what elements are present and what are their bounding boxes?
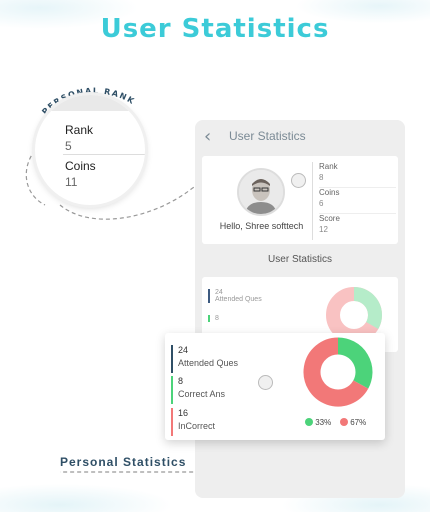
avatar	[237, 168, 285, 216]
back-arrow-icon[interactable]: ‹	[204, 126, 212, 147]
page-title: User Statistics	[100, 14, 330, 44]
profile-coins: Coins 6	[319, 188, 396, 214]
donut-chart	[303, 337, 373, 407]
phone-section-title: User Statistics	[268, 254, 332, 265]
magnifier-header	[35, 95, 145, 111]
profile-score-label: Score	[319, 214, 340, 223]
incorrect-label: InCorrect	[178, 421, 216, 431]
statistics-hotspot[interactable]	[258, 375, 273, 390]
statistics-card: 24 Attended Ques 8 Correct Ans 16 InCorr…	[165, 333, 385, 440]
magnifier-rank: Rank 5	[65, 123, 145, 153]
profile-stats: Rank 8 Coins 6 Score 12	[312, 162, 396, 240]
user-photo-icon	[239, 170, 283, 214]
correct-value: 8	[178, 376, 184, 386]
attended-label: Attended Ques	[178, 358, 239, 368]
profile-rank-value: 8	[319, 173, 324, 182]
correct-row: 8 Correct Ans	[171, 376, 261, 404]
profile-coins-value: 6	[319, 199, 324, 208]
greeting-text: Hello, Shree softtech	[219, 221, 304, 231]
attended-value: 24	[178, 345, 189, 355]
donut-slice-incorrect	[303, 337, 369, 407]
phone-header-title: User Statistics	[229, 129, 306, 143]
magnifier-divider	[63, 154, 145, 155]
profile-coins-label: Coins	[319, 188, 340, 197]
ghost-attended: 24 Attended Ques	[208, 289, 262, 303]
magnifier-coins: Coins 11	[65, 159, 145, 189]
magnifier-coins-label: Coins	[65, 159, 96, 173]
legend-correct: 33%	[305, 418, 331, 427]
personal-statistics-label: Personal Statistics	[60, 455, 187, 469]
profile-score-value: 12	[319, 225, 328, 234]
personal-rank-magnifier: Rank 5 Coins 11	[35, 95, 145, 205]
profile-rank-label: Rank	[319, 162, 338, 171]
attended-row: 24 Attended Ques	[171, 345, 261, 373]
ghost-correct: 8	[208, 315, 219, 322]
magnifier-rank-value: 5	[65, 139, 72, 153]
profile-card: Hello, Shree softtech Rank 8 Coins 6 Sco…	[202, 156, 398, 244]
legend-incorrect-dot	[340, 418, 348, 426]
correct-label: Correct Ans	[178, 389, 226, 399]
ghost-attended-label: Attended Ques	[215, 296, 262, 303]
donut-slice-correct	[337, 337, 373, 389]
ghost-correct-value: 8	[215, 315, 219, 322]
legend-correct-value: 33%	[315, 418, 332, 427]
phone-header: ‹ User Statistics	[195, 120, 405, 150]
legend-correct-dot	[305, 418, 313, 426]
legend-incorrect: 67%	[340, 418, 366, 427]
profile-hotspot[interactable]	[291, 173, 306, 188]
profile-rank: Rank 8	[319, 162, 396, 188]
magnifier-rank-label: Rank	[65, 123, 94, 137]
profile-score: Score 12	[319, 214, 396, 240]
magnifier-coins-value: 11	[65, 175, 78, 189]
incorrect-row: 16 InCorrect	[171, 408, 261, 436]
ghost-attended-value: 24	[215, 289, 223, 296]
legend-incorrect-value: 67%	[350, 418, 367, 427]
incorrect-value: 16	[178, 408, 189, 418]
